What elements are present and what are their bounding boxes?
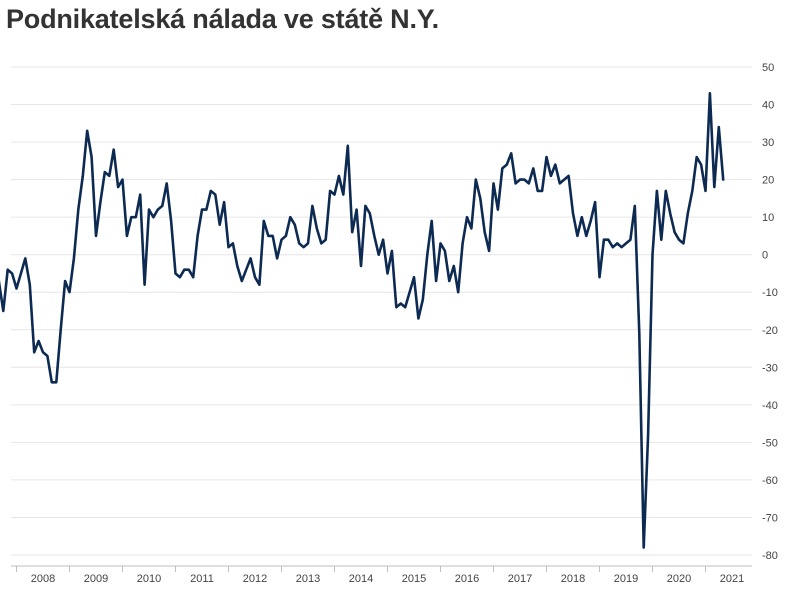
- y-tick-label: 20: [762, 175, 774, 187]
- x-tick-label: 2010: [137, 573, 161, 585]
- y-tick-label: -60: [762, 475, 778, 487]
- series-line: [0, 92, 725, 549]
- gridlines: [11, 66, 752, 556]
- y-tick-label: -50: [762, 437, 778, 449]
- y-tick-label: -30: [762, 362, 778, 374]
- x-tick-label: 2016: [455, 573, 479, 585]
- y-tick-label: -80: [762, 550, 778, 562]
- x-tick-label: 2020: [667, 573, 691, 585]
- y-tick-label: 10: [762, 212, 774, 224]
- y-axis: 50 40 30 20 10 0 -10 -20 -30 -40 -50 -60 -70 -80: [762, 62, 778, 562]
- x-tick-label: 2011: [190, 573, 214, 585]
- x-axis: [11, 565, 752, 572]
- x-axis-labels: 2008 2009 2010 2011 2012 2013 2014 2015 2016 2017…: [31, 573, 744, 585]
- x-tick-label: 2018: [561, 573, 585, 585]
- x-tick-label: 2013: [296, 573, 320, 585]
- x-tick-label: 2009: [84, 573, 108, 585]
- x-tick-label: 2012: [243, 573, 267, 585]
- y-tick-label: -70: [762, 512, 778, 524]
- x-tick-label: 2015: [402, 573, 426, 585]
- y-tick-label: 0: [762, 250, 768, 262]
- x-tick-label: 2008: [31, 573, 55, 585]
- y-tick-label: -40: [762, 400, 778, 412]
- x-tick-label: 2014: [349, 573, 373, 585]
- chart-title: Podnikatelská nálada ve státě N.Y.: [6, 4, 439, 34]
- series-layer: [0, 92, 725, 549]
- y-tick-label: -20: [762, 325, 778, 337]
- y-tick-label: 30: [762, 137, 774, 149]
- y-tick-label: 40: [762, 100, 774, 112]
- x-tick-label: 2017: [508, 573, 532, 585]
- y-tick-label: -10: [762, 287, 778, 299]
- x-tick-label: 2019: [614, 573, 638, 585]
- x-tick-label: 2021: [720, 573, 744, 585]
- y-tick-label: 50: [762, 62, 774, 74]
